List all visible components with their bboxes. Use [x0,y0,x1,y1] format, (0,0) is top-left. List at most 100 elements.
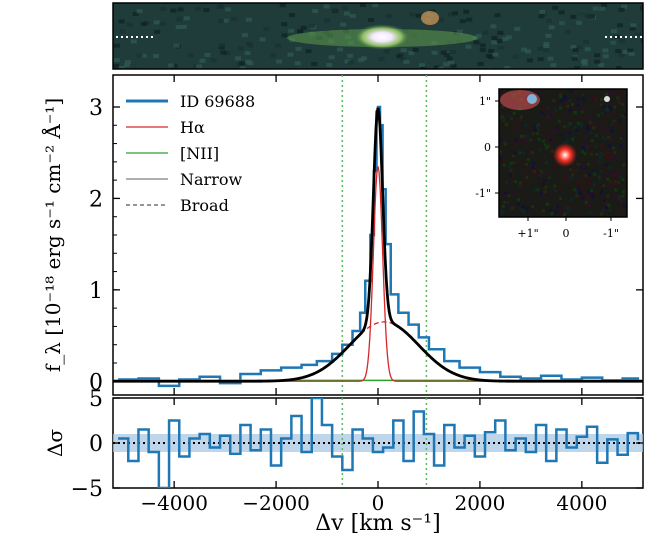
inset-noise-pixel [610,151,614,155]
inset-noise-pixel [617,194,621,198]
inset-noise-pixel [577,187,581,191]
inset-noise-pixel [579,188,583,192]
strip-noise-pixel [175,25,182,30]
inset-noise-pixel [621,190,625,194]
inset-noise-pixel [609,165,613,169]
strip-noise-pixel [488,55,495,60]
strip-noise-pixel [548,25,555,30]
inset-noise-pixel [554,210,558,214]
strip-noise-pixel [140,53,147,58]
inset-noise-pixel [612,91,616,95]
inset-noise-pixel [576,181,580,185]
strip-noise-pixel [479,43,486,48]
strip-noise-pixel [311,62,318,67]
strip-noise-pixel [438,17,445,22]
inset-noise-pixel [610,137,614,141]
strip-noise-pixel [446,56,453,61]
strip-noise-pixel [237,46,244,51]
strip-noise-pixel [490,24,497,29]
strip-noise-pixel [621,4,628,9]
legend: ID 69688 Hα [NII] Narrow Broad [126,92,255,215]
inset-noise-pixel [537,137,541,141]
inset-noise-pixel [556,204,560,208]
strip-noise-pixel [231,16,238,21]
inset-noise-pixel [602,184,606,188]
inset-noise-pixel [537,128,541,132]
inset-noise-pixel [582,179,586,183]
strip-noise-pixel [502,36,509,41]
inset-noise-pixel [595,153,599,157]
inset-noise-pixel [501,104,505,108]
inset-noise-pixel [514,139,518,143]
inset-noise-pixel [593,173,597,177]
strip-noise-pixel [239,66,246,69]
inset-noise-pixel [603,153,607,157]
inset-noise-pixel [600,190,604,194]
strip-noise-pixel [396,54,403,59]
inset-noise-pixel [605,93,609,97]
strip-noise-pixel [275,43,282,48]
strip-noise-pixel [217,18,224,23]
strip-noise-pixel [570,44,577,49]
inset-noise-pixel [532,124,536,128]
inset-noise-pixel [582,165,586,169]
inset-noise-pixel [499,157,503,161]
inset-noise-pixel [617,181,621,185]
inset-noise-pixel [545,135,549,139]
strip-noise-pixel [584,47,591,52]
inset-noise-pixel [501,204,505,208]
strip-noise-pixel [431,50,438,55]
strip-noise-pixel [385,13,392,18]
strip-noise-pixel [176,17,183,22]
inset-noise-pixel [524,168,528,172]
strip-noise-pixel [259,37,266,42]
strip-noise-pixel [196,64,203,69]
inset-noise-pixel [608,209,612,213]
strip-noise-pixel [294,61,301,66]
inset-noise-pixel [503,200,507,204]
strip-noise-pixel [465,44,472,49]
strip-noise-pixel [300,25,307,30]
line-core [354,24,410,50]
inset-noise-pixel [542,193,546,197]
inset-noise-pixel [577,190,581,194]
strip-noise-pixel [440,50,447,55]
residual-y-axis-label: Δσ [43,429,67,457]
inset-noise-pixel [614,124,618,128]
inset-noise-pixel [579,124,583,128]
strip-noise-pixel [113,43,120,48]
strip-noise-pixel [270,53,277,58]
strip-noise-pixel [159,21,166,26]
strip-noise-pixel [276,59,283,64]
inset-noise-pixel [579,122,583,126]
inset-noise-pixel [509,168,513,172]
strip-noise-pixel [403,59,410,64]
inset-noise-pixel [621,135,625,139]
inset-noise-pixel [579,173,583,177]
strip-noise-pixel [119,65,126,69]
inset-noise-pixel [519,115,523,119]
strip-noise-pixel [448,12,455,17]
inset-noise-pixel [538,147,542,151]
series-total-model [113,107,643,383]
inset-noise-pixel [517,116,521,120]
strip-noise-pixel [279,3,286,8]
strip-noise-pixel [564,29,571,34]
inset-noise-pixel [595,145,599,149]
inset-noise-pixel [573,188,577,192]
inset-noise-pixel [612,146,616,150]
strip-noise-pixel [328,55,335,60]
inset-noise-pixel [600,101,604,105]
inset-noise-pixel [580,92,584,96]
inset-noise-pixel [537,174,541,178]
strip-noise-pixel [168,63,175,68]
inset-noise-pixel [595,159,599,163]
strip-noise-pixel [312,9,319,14]
inset-noise-pixel [606,177,610,181]
inset-noise-pixel [507,194,511,198]
strip-noise-pixel [459,19,466,24]
strip-noise-pixel [123,63,130,68]
inset-noise-pixel [514,118,518,122]
inset-noise-pixel [572,136,576,140]
strip-noise-pixel [504,66,511,69]
